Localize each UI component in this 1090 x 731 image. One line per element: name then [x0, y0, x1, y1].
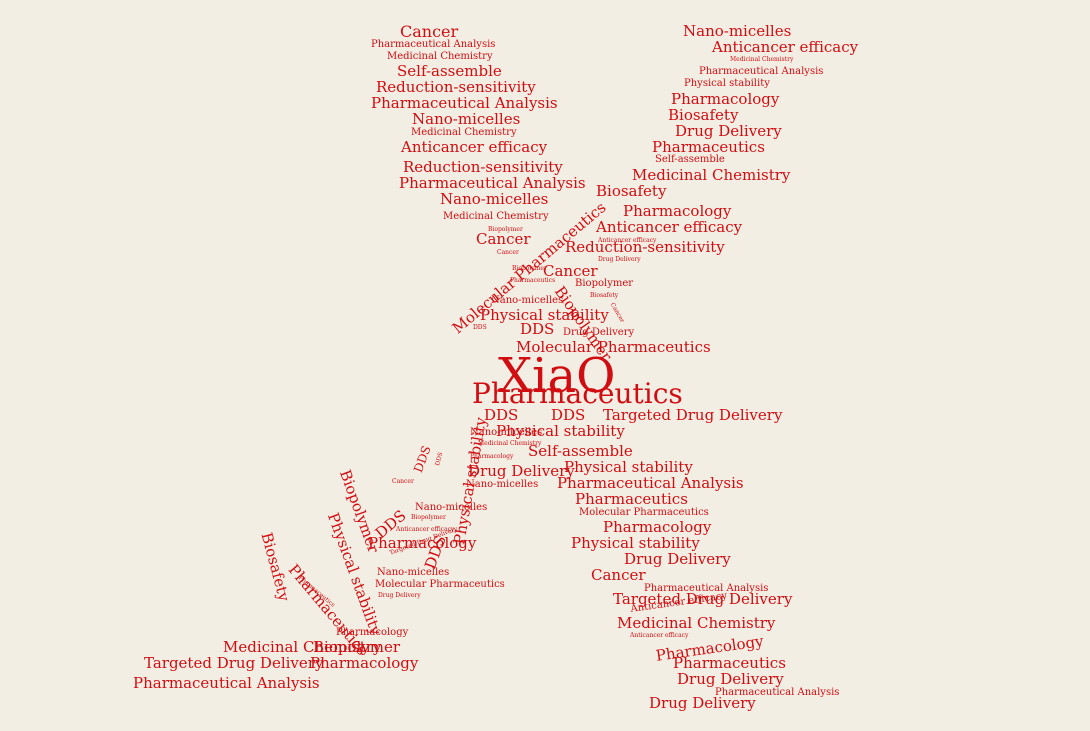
- word-30: Medicinal Chemistry: [730, 56, 794, 63]
- word-49: DDS: [484, 406, 519, 424]
- word-3: Pharmaceutical Analysis: [371, 39, 496, 50]
- word-24: DDS: [473, 324, 487, 331]
- word-12: Pharmaceutical Analysis: [399, 174, 586, 192]
- word-19: Biopolymer: [512, 265, 547, 272]
- word-64: Cancer: [591, 566, 646, 584]
- word-16: Cancer: [476, 230, 531, 248]
- word-96: Pharmacology: [336, 627, 409, 638]
- word-32: Physical stability: [684, 78, 770, 89]
- word-35: Drug Delivery: [675, 122, 782, 140]
- word-83: Biopolymer: [411, 514, 446, 521]
- word-54: Medicinal Chemistry: [478, 440, 542, 447]
- word-14: Medicinal Chemistry: [443, 211, 549, 222]
- word-1: Pharmaceutics: [472, 377, 683, 410]
- word-33: Pharmacology: [671, 90, 780, 108]
- word-2: Cancer: [400, 22, 459, 41]
- word-56: Self-assemble: [528, 442, 633, 460]
- word-53: Physical stability: [496, 422, 625, 440]
- word-58: Pharmaceutical Analysis: [557, 474, 744, 492]
- word-9: Medicinal Chemistry: [411, 127, 517, 138]
- word-48: Cancer: [608, 301, 626, 324]
- word-55: Pharmacology: [470, 453, 514, 460]
- word-46: Biopolymer: [575, 278, 634, 289]
- word-41: Anticancer efficacy: [596, 218, 743, 236]
- word-77: DDS: [434, 451, 445, 467]
- word-59: Pharmaceutics: [575, 490, 688, 508]
- word-36: Pharmaceutics: [652, 138, 765, 156]
- word-51: Targeted Drug Delivery: [603, 406, 783, 424]
- word-13: Nano-micelles: [440, 190, 549, 208]
- word-47: Biosafety: [590, 292, 619, 299]
- word-65: Pharmaceutical Analysis: [644, 583, 769, 594]
- word-100: Pharmacology: [310, 654, 419, 672]
- word-73: Pharmaceutical Analysis: [715, 687, 840, 698]
- word-27: Molecular Pharmaceutics: [516, 338, 711, 356]
- word-23: Physical stability: [480, 306, 609, 324]
- word-5: Self-assemble: [397, 62, 502, 80]
- word-84: Anticancer efficacy: [396, 526, 455, 533]
- word-74: Drug Delivery: [649, 694, 756, 712]
- word-25: DDS: [520, 320, 555, 338]
- word-8: Nano-micelles: [412, 110, 521, 128]
- word-22: Nano-micelles: [491, 295, 564, 306]
- word-63: Drug Delivery: [624, 550, 731, 568]
- word-31: Pharmaceutical Analysis: [699, 66, 824, 77]
- word-98: Biopolymer: [313, 638, 401, 656]
- word-37: Self-assemble: [655, 154, 725, 165]
- word-34: Biosafety: [668, 106, 739, 124]
- word-38: Medicinal Chemistry: [632, 166, 791, 184]
- word-10: Anticancer efficacy: [401, 138, 548, 156]
- word-0: XiaO: [498, 348, 616, 404]
- word-99: Targeted Drug Delivery: [144, 654, 324, 672]
- word-60: Molecular Pharmaceutics: [579, 507, 709, 518]
- word-57: Physical stability: [564, 458, 693, 476]
- word-50: DDS: [551, 406, 586, 424]
- word-101: Pharmaceutical Analysis: [133, 674, 320, 692]
- word-93: Molecular Pharmaceutics: [375, 579, 505, 590]
- word-79: Nano-micelles: [466, 479, 539, 490]
- word-4: Medicinal Chemistry: [387, 51, 493, 62]
- word-72: Drug Delivery: [677, 670, 784, 688]
- word-44: Drug Delivery: [598, 256, 641, 263]
- word-45: Cancer: [543, 262, 598, 280]
- word-6: Reduction-sensitivity: [376, 78, 536, 96]
- word-15: Biopolymer: [488, 226, 523, 233]
- word-61: Pharmacology: [603, 518, 712, 536]
- word-78: Drug Delivery: [468, 462, 575, 480]
- word-42: Anticancer efficacy: [598, 237, 657, 244]
- word-18: Cancer: [497, 249, 519, 256]
- word-7: Pharmaceutical Analysis: [371, 94, 558, 112]
- word-11: Reduction-sensitivity: [403, 158, 563, 176]
- word-71: Pharmaceutics: [673, 654, 786, 672]
- word-81: Cancer: [392, 478, 414, 485]
- word-92: Nano-micelles: [377, 567, 450, 578]
- word-62: Physical stability: [571, 534, 700, 552]
- word-94: Drug Delivery: [378, 592, 421, 599]
- word-69: Anticancer efficacy: [630, 632, 689, 639]
- word-97: Medicinal Chemistry: [223, 638, 382, 656]
- word-66: Targeted Drug Delivery: [613, 590, 793, 608]
- word-87: Pharmacology: [368, 534, 477, 552]
- word-40: Pharmacology: [623, 202, 732, 220]
- word-68: Medicinal Chemistry: [617, 614, 776, 632]
- word-28: Nano-micelles: [683, 22, 792, 40]
- word-29: Anticancer efficacy: [712, 38, 859, 56]
- word-39: Biosafety: [596, 182, 667, 200]
- word-43: Reduction-sensitivity: [565, 238, 725, 256]
- word-95: Biosafety: [257, 530, 294, 604]
- word-20: Pharmaceutics: [510, 277, 556, 284]
- word-76: DDS: [411, 443, 434, 475]
- word-52: Nano-micelles: [470, 427, 543, 438]
- word-26: Drug Delivery: [563, 327, 635, 338]
- word-82: Nano-micelles: [415, 502, 488, 513]
